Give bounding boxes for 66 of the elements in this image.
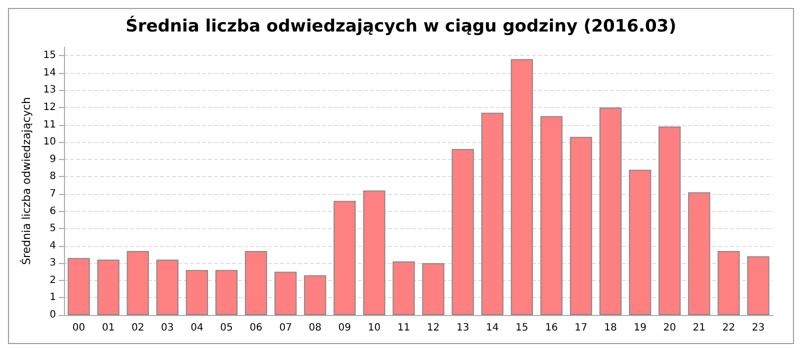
y-tick-label: 12	[43, 102, 56, 114]
bar	[540, 116, 563, 315]
bar	[481, 112, 504, 315]
x-tick-label: 10	[368, 322, 381, 334]
x-tick-label: 14	[486, 322, 499, 334]
y-tick-label: 8	[50, 171, 56, 182]
bar	[334, 200, 356, 315]
bar	[186, 270, 208, 315]
x-tick-label: 16	[545, 322, 558, 334]
bar	[215, 270, 238, 315]
x-tick-label: 11	[397, 322, 410, 334]
y-tick-label: 0	[50, 310, 56, 320]
bar	[718, 251, 740, 315]
bar	[747, 256, 770, 315]
y-tick-label: 10	[43, 136, 56, 148]
x-tick-label: 03	[161, 322, 174, 334]
bar	[274, 272, 297, 315]
x-tick-label: 07	[279, 322, 292, 334]
bar	[599, 108, 622, 315]
y-tick-label: 14	[43, 67, 56, 78]
bar	[628, 170, 652, 315]
x-tick-label: 01	[102, 322, 115, 334]
x-tick-label: 12	[426, 322, 440, 334]
x-tick-label: 09	[338, 322, 352, 334]
bar	[570, 136, 592, 315]
y-tick-label: 3	[50, 258, 56, 269]
y-tick-label: 5	[50, 223, 56, 234]
x-tick-label: 23	[752, 322, 765, 334]
x-tick-label: 13	[456, 322, 470, 334]
x-tick-label: 17	[574, 322, 588, 334]
y-tick-label: 9	[50, 154, 56, 165]
bar	[156, 260, 178, 315]
x-tick-label: 06	[250, 322, 262, 334]
bar	[392, 261, 415, 315]
bar	[688, 192, 710, 315]
chart-title: Średnia liczba odwiedzających w ciągu godziny (2016.03)	[126, 16, 676, 36]
bar	[68, 258, 90, 315]
x-tick-label: 05	[220, 322, 233, 334]
x-tick-label: 21	[692, 322, 706, 334]
y-tick-label: 7	[50, 188, 56, 200]
y-tick-label: 15	[43, 50, 56, 62]
x-tick-label: 19	[634, 322, 646, 334]
x-tick-label: 15	[516, 322, 528, 334]
y-tick-label: 6	[50, 206, 56, 217]
bar	[126, 251, 149, 315]
x-tick-label: 04	[190, 322, 204, 334]
x-tick-label: 20	[663, 322, 676, 334]
y-tick-label: 4	[50, 240, 56, 252]
bar	[658, 126, 681, 315]
bar	[422, 263, 444, 315]
y-tick-label: 2	[50, 274, 56, 286]
bar	[363, 190, 386, 315]
bar	[304, 275, 326, 315]
bar	[452, 149, 474, 315]
y-tick-label: 13	[43, 84, 56, 96]
x-tick-label: 18	[604, 322, 617, 334]
x-tick-label: 00	[72, 322, 86, 334]
bar	[510, 59, 533, 315]
bar	[244, 251, 268, 315]
x-tick-label: 08	[308, 322, 322, 334]
x-tick-label: 22	[722, 322, 736, 334]
bar	[97, 260, 120, 315]
y-tick-label: 11	[43, 119, 56, 130]
y-axis-title: Średnia liczba odwiedzających	[19, 97, 33, 265]
y-tick-label: 1	[50, 292, 56, 304]
x-tick-label: 02	[131, 322, 144, 334]
